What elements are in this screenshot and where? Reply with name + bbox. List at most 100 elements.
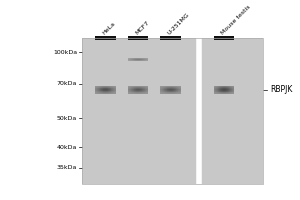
- Bar: [171, 91, 172, 92]
- Bar: [142, 59, 143, 60]
- Bar: [217, 91, 218, 92]
- Bar: [233, 92, 234, 93]
- Bar: [220, 86, 221, 87]
- Bar: [219, 88, 220, 89]
- Bar: [134, 87, 135, 88]
- Bar: [107, 93, 108, 94]
- Bar: [103, 92, 104, 93]
- Bar: [113, 92, 114, 93]
- Bar: [99, 92, 100, 93]
- Bar: [110, 93, 111, 94]
- Bar: [146, 91, 147, 92]
- Bar: [108, 86, 109, 87]
- Bar: [146, 60, 147, 61]
- Bar: [102, 87, 103, 88]
- Bar: [112, 86, 113, 87]
- Bar: [136, 88, 137, 89]
- Bar: [113, 90, 114, 91]
- Bar: [164, 90, 165, 91]
- Bar: [174, 89, 175, 90]
- Bar: [107, 91, 108, 92]
- Bar: [109, 91, 110, 92]
- Bar: [142, 89, 143, 90]
- Bar: [234, 92, 235, 93]
- Bar: [103, 93, 104, 94]
- Bar: [103, 90, 104, 91]
- Bar: [146, 92, 147, 93]
- Bar: [136, 89, 137, 90]
- Bar: [175, 89, 176, 90]
- Bar: [108, 92, 109, 93]
- Bar: [98, 86, 99, 87]
- Bar: [143, 89, 144, 90]
- Bar: [104, 88, 105, 89]
- Bar: [169, 92, 170, 93]
- Bar: [111, 91, 112, 92]
- Bar: [137, 92, 138, 93]
- Bar: [111, 87, 112, 88]
- Bar: [147, 92, 148, 93]
- Bar: [228, 88, 229, 89]
- Bar: [176, 86, 177, 87]
- Bar: [165, 93, 166, 94]
- Bar: [141, 89, 142, 90]
- Bar: [170, 93, 171, 94]
- Bar: [223, 87, 224, 88]
- Bar: [161, 90, 162, 91]
- Bar: [106, 90, 107, 91]
- Bar: [173, 86, 174, 87]
- Bar: [229, 87, 230, 88]
- Bar: [97, 86, 98, 87]
- Bar: [220, 90, 221, 91]
- Bar: [180, 92, 181, 93]
- Bar: [129, 90, 130, 91]
- Bar: [147, 87, 148, 88]
- Bar: [112, 89, 113, 90]
- Bar: [98, 93, 99, 94]
- Bar: [100, 93, 101, 94]
- Bar: [147, 91, 148, 92]
- Bar: [147, 58, 148, 59]
- Bar: [108, 88, 109, 89]
- Bar: [145, 92, 146, 93]
- Bar: [110, 86, 111, 87]
- Bar: [95, 91, 96, 92]
- Bar: [176, 92, 177, 93]
- Bar: [114, 93, 115, 94]
- Bar: [232, 93, 233, 94]
- Bar: [166, 88, 167, 89]
- Bar: [137, 86, 138, 87]
- Bar: [133, 59, 134, 60]
- Bar: [233, 86, 234, 87]
- Bar: [227, 92, 228, 93]
- Bar: [174, 92, 175, 93]
- Bar: [160, 89, 161, 90]
- Bar: [140, 92, 141, 93]
- Bar: [144, 89, 145, 90]
- Bar: [233, 87, 234, 88]
- Bar: [134, 58, 135, 59]
- Bar: [140, 91, 141, 92]
- Bar: [137, 59, 138, 60]
- Bar: [227, 91, 228, 92]
- Bar: [132, 58, 133, 59]
- Bar: [144, 59, 145, 60]
- Bar: [173, 88, 174, 89]
- Bar: [95, 88, 96, 89]
- Bar: [175, 87, 176, 88]
- Bar: [110, 92, 111, 93]
- Bar: [130, 92, 131, 93]
- Bar: [164, 86, 165, 87]
- Bar: [139, 59, 140, 60]
- Text: HeLa: HeLa: [102, 21, 117, 36]
- Bar: [111, 88, 112, 89]
- Bar: [219, 87, 220, 88]
- Bar: [234, 93, 235, 94]
- Bar: [146, 93, 147, 94]
- Bar: [140, 58, 141, 59]
- Bar: [146, 58, 147, 59]
- Bar: [171, 90, 172, 91]
- Bar: [229, 86, 230, 87]
- Bar: [222, 86, 223, 87]
- Bar: [143, 91, 144, 92]
